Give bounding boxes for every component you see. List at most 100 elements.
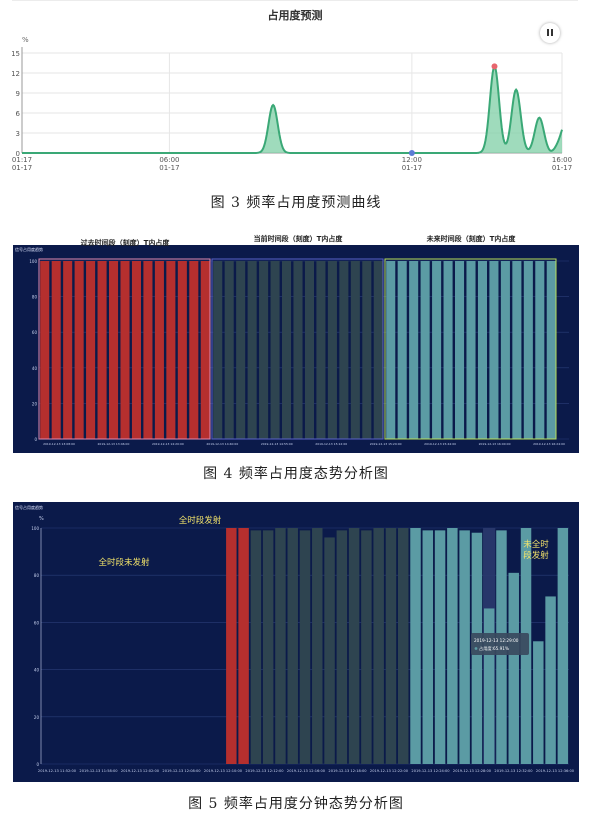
fig5-y-unit: % [39,516,44,522]
fig3-y-unit: % [22,36,29,44]
fig4-y-tick: 60 [32,330,38,335]
fig4-bar [512,261,522,439]
fig4-bar [397,261,407,439]
fig5-annotation: 段发射 [523,550,549,561]
fig5-bar [434,530,446,764]
fig4-bar [40,261,50,439]
fig4-x-tick: 2019-12-13 13:46:00 [98,442,130,446]
fig4-bar [546,261,556,439]
fig4-bar [386,261,396,439]
fig5-bar [361,530,372,764]
fig3-y-tick: 15 [12,50,20,58]
fig4-x-tick: 2019-12-13 16:24:00 [533,442,565,446]
fig4-bar [304,261,314,439]
fig4-bar [443,261,453,439]
fig5-bar [533,641,544,764]
fig5-bar [299,530,311,764]
fig4-group-label: 未来时间段（刻度）T内占度 [427,234,517,243]
fig5-bar [336,530,348,764]
fig5-tooltip-value: 占用度:65.91% [479,645,509,652]
fig5-bar [312,528,323,764]
fig3-y-tick: 12 [12,70,20,78]
fig4-bar [477,261,487,439]
fig5-bar [410,528,421,764]
fig4-bar [259,261,269,439]
fig4-bar [86,261,96,439]
fig5-x-tick: 2019-12-13 12:28:00 [453,769,492,773]
fig5-y-tick: 40 [34,668,40,673]
fig4-bar [51,261,61,439]
fig4-bar [109,261,119,439]
fig4-bar [455,261,465,439]
fig3-x-tick-date: 01-17 [402,164,422,172]
pause-icon [547,29,549,36]
fig4-chart-label: 信号占用度趋势 [15,246,43,252]
fig4-bar [500,261,510,439]
fig5-bar [275,528,286,764]
fig4-group-label: 过去时间段（刻度）T内占度 [81,238,171,247]
fig5-bar [508,572,519,764]
fig4-chart-panel: 信号占用度趋势 0 20 40 60 80 100 过去时间段（刻度）T内占度 当前时间段（刻度… [13,231,579,453]
fig3-area [22,66,562,153]
fig4-x-tick: 2019-12-13 13:08:00 [43,442,75,446]
fig4-bar [489,261,499,439]
pause-icon-bar2 [551,29,553,36]
fig4-bar [177,261,187,439]
fig4-bar [282,261,292,439]
fig5-x-tick: 2019-12-13 12:24:00 [411,769,450,773]
fig5-chart-label: 信号占用度趋势 [15,504,43,510]
fig5-x-tick: 2019-12-13 12:10:00 [204,769,243,773]
fig4-bar [224,261,234,439]
fig4-group-frame [384,258,557,440]
fig4-x-tick: 2019-12-13 16:00:00 [479,442,511,446]
fig3-y-tick: 0 [16,150,20,158]
fig5-bar [447,528,458,764]
fig5-y-tick: 60 [34,620,40,625]
fig5-annotation: 全时段发射 [179,515,222,526]
fig5-bar [226,528,237,764]
fig5-x-tick: 2019-12-13 12:36:00 [536,769,575,773]
fig4-bar [362,261,372,439]
fig4-x-tick: 2019-12-13 14:55:00 [261,442,293,446]
fig4-x-tick: 2019-12-13 14:20:00 [152,442,184,446]
fig3-y-tick: 6 [16,110,21,118]
fig5-bar [385,528,397,764]
fig4-bar [213,261,223,439]
fig5-bar [483,608,495,764]
fig4-bar [523,261,533,439]
fig3-x-tick: 16:00 [552,156,572,164]
pause-button[interactable] [540,23,560,43]
fig3-svg: %0369121501:1701-1706:0001-1712:0001-171… [12,36,572,172]
fig3-x-tick: 01:17 [12,156,32,164]
fig4-bar [74,261,84,439]
fig4-bar [339,261,349,439]
fig5-bar [262,530,274,764]
fig4-bar [166,261,176,439]
fig5-chart-panel: 信号占用度趋势% 0 20 40 60 80 100 2019-12-13 11:52:00 2… [13,502,579,782]
fig4-bar [327,261,337,439]
fig5-x-tick: 2019-12-13 12:02:00 [121,769,160,773]
fig4-group-label: 当前时间段（刻度）T内占度 [254,234,344,243]
fig4-bar [63,261,73,439]
fig5-bar [545,596,556,764]
fig5-bar [557,528,569,764]
fig5-x-tick: 2019-12-13 12:08:00 [162,769,201,773]
fig3-x-tick: 06:00 [159,156,179,164]
fig4-y-tick: 40 [32,366,38,371]
fig5-x-tick: 2019-12-13 12:32:00 [494,769,533,773]
fig3-marker [491,63,498,70]
fig4-bar [143,261,153,439]
fig4-svg: 信号占用度趋势 0 20 40 60 80 100 过去时间段（刻度）T内占度 当前时间段（刻度… [13,234,579,453]
fig4-y-tick: 100 [29,259,37,264]
fig5-x-tick: 2019-12-13 12:16:00 [287,769,326,773]
fig4-y-tick: 0 [34,437,37,442]
fig3-marker [408,150,415,156]
fig3-y-tick: 9 [16,90,20,98]
fig5-bar [459,530,470,764]
fig4-bar [293,261,303,439]
fig5-x-tick: 2019-12-13 12:22:00 [370,769,409,773]
fig4-x-tick: 2019-12-13 15:44:00 [424,442,456,446]
fig3-x-tick: 12:00 [402,156,422,164]
fig5-caption: 图 5 频率占用度分钟态势分析图 [188,796,404,812]
